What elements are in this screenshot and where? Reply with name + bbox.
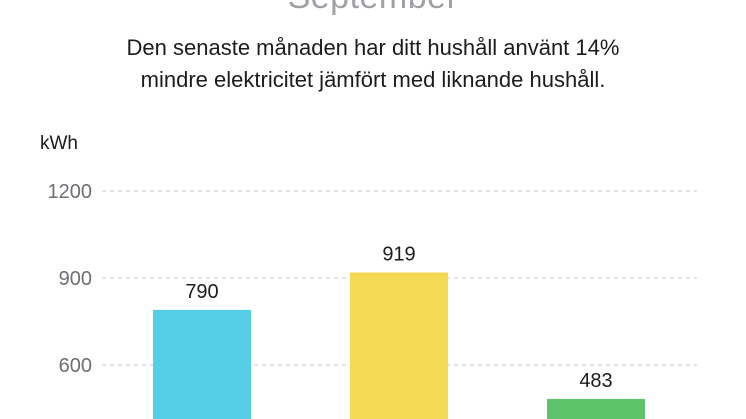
- y-tick-label-600: 600: [59, 355, 92, 377]
- y-tick-label-900: 900: [59, 268, 92, 290]
- usage-summary: Den senaste månaden har ditt hushåll anv…: [40, 32, 706, 96]
- y-tick-label-1200: 1200: [48, 181, 93, 203]
- bar-3: [547, 398, 645, 419]
- summary-line-1: Den senaste månaden har ditt hushåll anv…: [126, 35, 620, 60]
- bar-2: [350, 272, 448, 419]
- summary-line-2: mindre elektricitet jämfört med liknande…: [140, 67, 606, 92]
- bar-value-label-3: 483: [579, 370, 612, 392]
- bar-value-label-1: 790: [185, 281, 218, 303]
- bar-value-label-2: 919: [382, 243, 415, 265]
- bar-1: [153, 309, 251, 419]
- month-title: September: [0, 0, 746, 17]
- y-axis-unit-label: kWh: [40, 133, 78, 154]
